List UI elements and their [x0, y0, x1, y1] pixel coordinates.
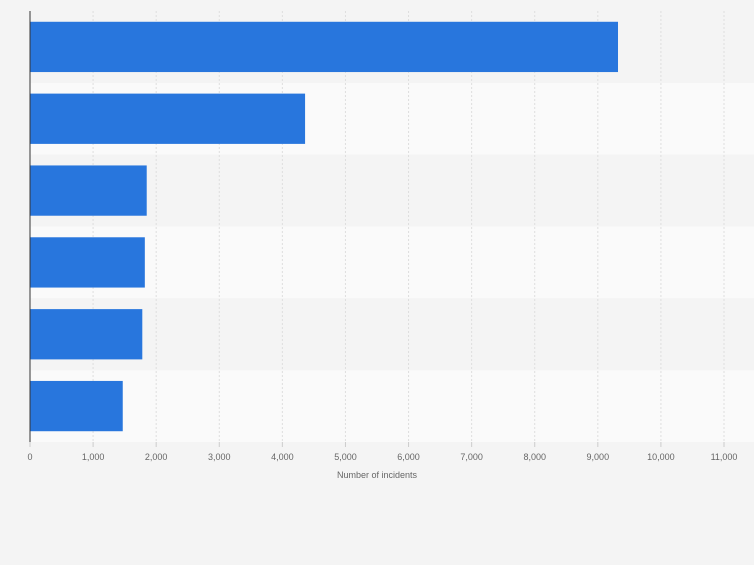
bars	[30, 21, 619, 432]
bar[interactable]	[30, 93, 306, 144]
x-tick-label: 10,000	[647, 452, 675, 462]
x-tick-label: 7,000	[460, 452, 483, 462]
row-band	[30, 370, 754, 442]
x-tick-label: 0	[27, 452, 32, 462]
x-tick-label: 2,000	[145, 452, 168, 462]
x-tick-label: 11,000	[711, 452, 738, 462]
row-band	[30, 154, 754, 227]
bar[interactable]	[30, 21, 619, 73]
x-tick-label: 1,000	[82, 452, 105, 462]
x-tick-label: 5,000	[334, 452, 357, 462]
x-tick-label: 4,000	[271, 452, 294, 462]
x-tick-label: 8,000	[523, 452, 546, 462]
x-axis: 0 1,000 2,000 3,000 4,000 5,000 6,000 7,000 8,00…	[27, 11, 737, 462]
row-band	[30, 226, 754, 299]
bar[interactable]	[30, 380, 123, 432]
x-tick-label: 9,000	[587, 452, 610, 462]
bar[interactable]	[30, 237, 145, 288]
x-tick-label: 6,000	[397, 452, 420, 462]
row-band	[30, 298, 754, 371]
bar[interactable]	[30, 309, 143, 360]
x-axis-label: Number of incidents	[337, 470, 418, 480]
bar[interactable]	[30, 165, 147, 216]
x-tick-label: 3,000	[208, 452, 231, 462]
row-bands	[30, 11, 754, 442]
